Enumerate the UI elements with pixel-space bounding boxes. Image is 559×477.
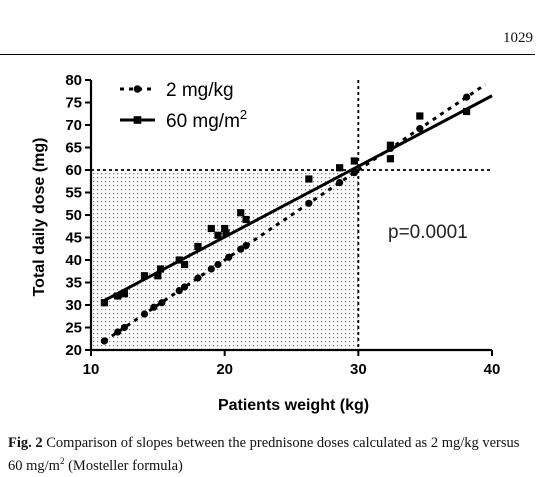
- y-tick-label: 75: [65, 95, 82, 112]
- series-2mg-point: [336, 179, 344, 187]
- y-tick-label: 20: [65, 342, 82, 359]
- y-tick-label: 30: [65, 297, 82, 314]
- series-2mg-point: [416, 125, 424, 133]
- series-60mg-point: [222, 229, 230, 237]
- y-tick-label: 55: [65, 185, 82, 202]
- series-60mg-point: [156, 265, 165, 273]
- series-2mg-point: [180, 283, 189, 291]
- figure-caption: Fig. 2 Comparison of slopes between the …: [8, 434, 528, 475]
- y-tick-label: 70: [65, 117, 82, 134]
- series-2mg-point: [225, 253, 233, 261]
- series-60mg-point: [140, 272, 149, 280]
- y-axis-title: Total daily dose (mg): [31, 138, 48, 297]
- series-2mg-point: [214, 260, 222, 269]
- header-rule: [0, 54, 535, 55]
- series-60mg-point: [207, 224, 215, 233]
- y-tick-label: 40: [65, 252, 82, 269]
- y-tick-label: 45: [65, 230, 82, 247]
- series-60mg-point: [386, 141, 395, 149]
- series-2mg-point: [175, 287, 183, 295]
- x-tick-label: 40: [484, 361, 501, 378]
- series-60mg-point: [175, 256, 183, 264]
- series-2mg-point: [242, 242, 250, 250]
- series-2mg-point: [207, 265, 215, 273]
- series-60mg-fit-line: [103, 94, 493, 302]
- series-60mg-point: [463, 107, 471, 116]
- series-2mg-point: [150, 303, 158, 311]
- y-tick-label: 60: [65, 162, 82, 179]
- series-60mg-point: [120, 290, 129, 298]
- series-2mg-point: [237, 245, 245, 253]
- series-2mg-point: [120, 323, 129, 332]
- p-value-annotation: p=0.0001: [388, 222, 468, 243]
- x-tick-label: 30: [350, 361, 367, 378]
- caption-label: Fig. 2: [8, 435, 43, 451]
- y-tick-label: 50: [65, 207, 82, 224]
- series-2mg-point: [100, 337, 108, 345]
- x-tick-label: 20: [216, 361, 233, 378]
- series-60mg-point: [242, 215, 250, 224]
- series-60mg-point: [221, 224, 229, 233]
- series-60mg-point: [114, 292, 122, 300]
- legend-60mg-marker: [133, 116, 142, 124]
- series-2mg-point: [305, 199, 313, 207]
- page-number: 1029: [503, 30, 533, 46]
- series-2mg-point: [114, 328, 122, 336]
- caption-superscript: 2: [59, 456, 65, 466]
- y-tick-label: 35: [65, 275, 82, 292]
- series-60mg-point: [237, 209, 245, 217]
- series-60mg-point: [350, 157, 358, 165]
- series-60mg-point: [214, 231, 222, 239]
- legend-2mg-marker: [133, 85, 142, 93]
- series-60mg-point: [154, 272, 162, 280]
- series-2mg-point: [350, 169, 358, 177]
- legend-60mg-label: 60 mg/m2: [166, 107, 247, 132]
- series-60mg-point: [416, 112, 424, 120]
- x-tick-label: 10: [83, 361, 100, 378]
- legend-2mg-label: 2 mg/kg: [166, 80, 234, 101]
- caption-text: Comparison of slopes between the prednis…: [8, 435, 520, 474]
- y-tick-label: 65: [65, 140, 82, 157]
- series-2mg-point: [194, 274, 202, 282]
- series-2mg-point: [140, 310, 149, 318]
- series-60mg-point: [336, 164, 344, 172]
- series-60mg-point: [180, 260, 189, 269]
- y-tick-label: 80: [65, 72, 82, 89]
- caption-text-end: (Mosteller formula): [64, 457, 183, 474]
- series-60mg-point: [386, 155, 395, 163]
- series-60mg-point: [100, 299, 108, 307]
- series-2mg-point: [158, 299, 166, 307]
- series-60mg-point: [194, 242, 202, 251]
- series-2mg-point: [463, 93, 471, 101]
- series-60mg-point: [305, 175, 313, 183]
- y-tick-label: 25: [65, 320, 82, 337]
- x-axis-title: Patients weight (kg): [218, 397, 369, 414]
